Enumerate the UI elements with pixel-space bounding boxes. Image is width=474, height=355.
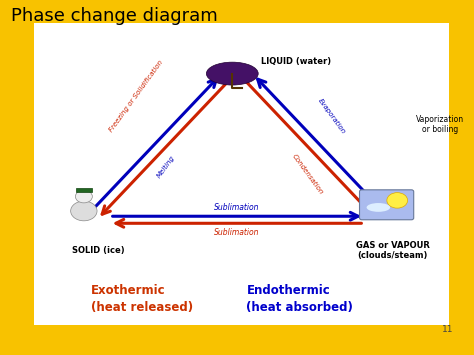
- Text: Exothermic
(heat released): Exothermic (heat released): [91, 284, 193, 314]
- Text: Phase change diagram: Phase change diagram: [11, 7, 218, 24]
- Text: Evaporation: Evaporation: [316, 98, 346, 135]
- Text: Condensation: Condensation: [291, 153, 324, 195]
- Ellipse shape: [366, 203, 390, 212]
- Text: Sublimation: Sublimation: [214, 203, 260, 212]
- Text: Endothermic
(heat absorbed): Endothermic (heat absorbed): [246, 284, 353, 314]
- Text: Vaporization
or boiling: Vaporization or boiling: [416, 115, 464, 134]
- Text: GAS or VAPOUR
(clouds/steam): GAS or VAPOUR (clouds/steam): [356, 241, 429, 260]
- Circle shape: [71, 201, 97, 221]
- Bar: [76, 188, 92, 192]
- Text: Freezing or Solidification: Freezing or Solidification: [108, 60, 164, 133]
- Circle shape: [75, 190, 92, 203]
- FancyBboxPatch shape: [359, 190, 414, 220]
- Circle shape: [387, 193, 408, 208]
- FancyBboxPatch shape: [35, 22, 449, 326]
- Text: SOLID (ice): SOLID (ice): [72, 246, 125, 255]
- Text: Melting: Melting: [156, 155, 176, 179]
- Text: Sublimation: Sublimation: [214, 228, 260, 236]
- Text: 11: 11: [442, 325, 454, 334]
- Ellipse shape: [206, 62, 258, 85]
- Text: LIQUID (water): LIQUID (water): [261, 57, 331, 66]
